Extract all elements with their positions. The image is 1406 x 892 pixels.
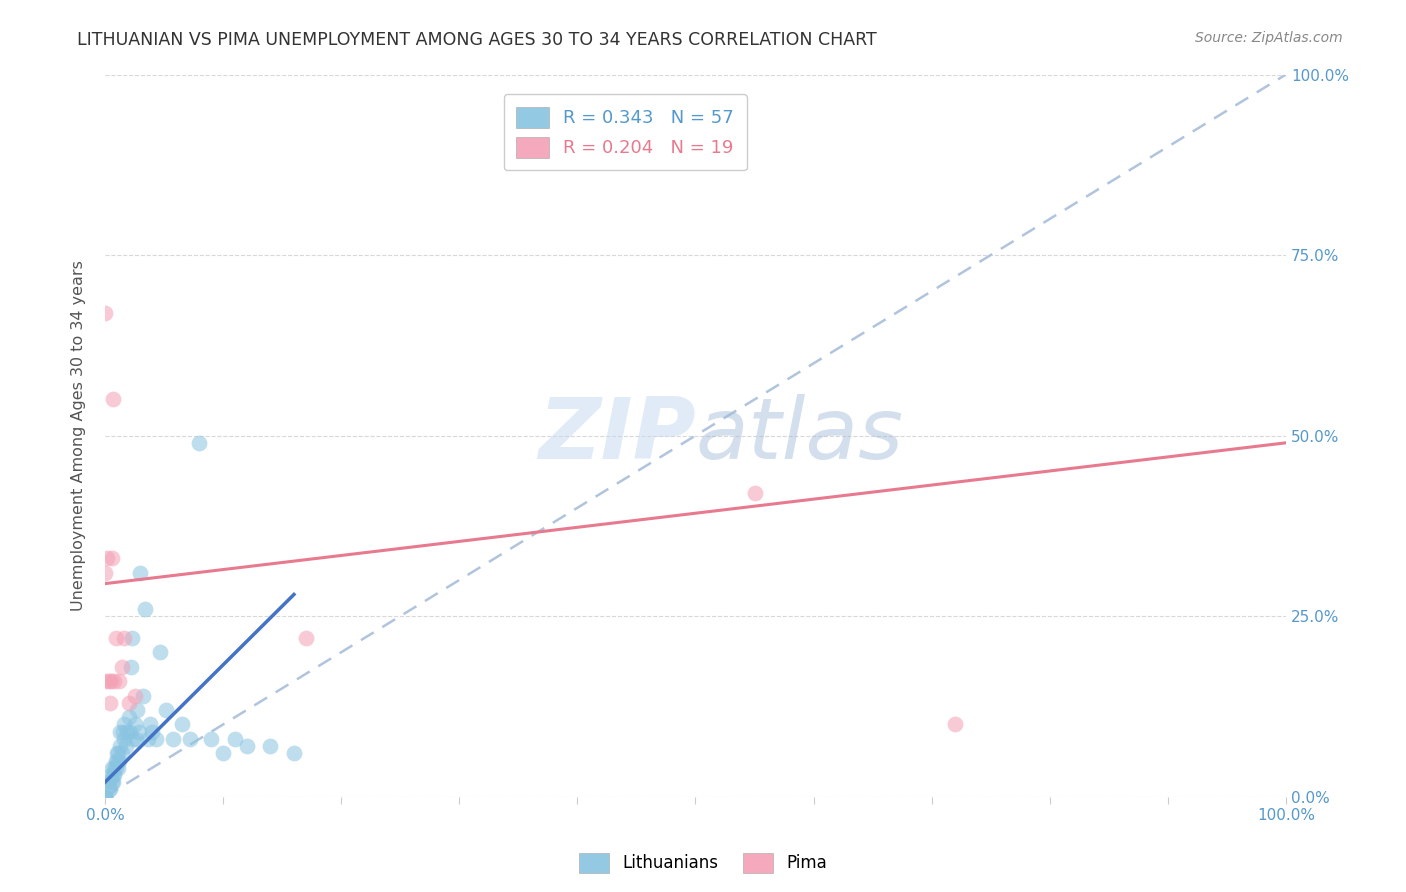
Point: [170, 717, 193, 731]
Point: [101, 551, 124, 566]
Point: [104, 631, 127, 645]
Point: [94, 789, 117, 804]
Point: [108, 674, 131, 689]
Point: [101, 775, 124, 789]
Point: [110, 739, 132, 753]
Point: [943, 717, 966, 731]
Point: [259, 739, 281, 753]
Point: [115, 739, 138, 753]
Point: [136, 731, 159, 746]
Point: [108, 754, 131, 768]
Point: [188, 435, 211, 450]
Point: [103, 768, 125, 782]
Point: [117, 696, 139, 710]
Point: [94, 789, 117, 804]
Point: [141, 724, 163, 739]
Point: [294, 631, 316, 645]
Point: [122, 731, 145, 746]
Point: [101, 761, 124, 775]
Point: [121, 631, 143, 645]
Point: [104, 754, 127, 768]
Point: [112, 631, 135, 645]
Point: [129, 566, 152, 580]
Point: [120, 659, 142, 673]
Point: [235, 739, 257, 753]
Y-axis label: Unemployment Among Ages 30 to 34 years: Unemployment Among Ages 30 to 34 years: [72, 260, 86, 611]
Point: [112, 731, 135, 746]
Point: [134, 602, 156, 616]
Point: [155, 703, 177, 717]
Point: [97, 674, 120, 689]
Point: [149, 645, 172, 659]
Point: [94, 789, 117, 804]
Point: [124, 717, 146, 731]
Point: [94, 789, 117, 804]
Point: [100, 674, 122, 689]
Point: [125, 731, 148, 746]
Point: [110, 747, 132, 761]
Point: [103, 768, 125, 782]
Point: [107, 761, 129, 775]
Point: [103, 775, 125, 789]
Point: [94, 566, 117, 580]
Point: [105, 754, 128, 768]
Point: [98, 696, 121, 710]
Text: ZIP: ZIP: [538, 394, 696, 477]
Point: [283, 747, 305, 761]
Point: [103, 674, 125, 689]
Point: [107, 747, 129, 761]
Point: [112, 717, 135, 731]
Point: [97, 782, 120, 797]
Point: [98, 782, 121, 797]
Point: [94, 674, 117, 689]
Point: [132, 689, 155, 703]
Text: LITHUANIAN VS PIMA UNEMPLOYMENT AMONG AGES 30 TO 34 YEARS CORRELATION CHART: LITHUANIAN VS PIMA UNEMPLOYMENT AMONG AG…: [77, 31, 877, 49]
Point: [105, 747, 128, 761]
Point: [97, 775, 120, 789]
Point: [110, 659, 132, 673]
Point: [139, 717, 162, 731]
Point: [118, 724, 141, 739]
Point: [100, 768, 122, 782]
Point: [162, 731, 184, 746]
Point: [125, 703, 148, 717]
Point: [96, 551, 118, 566]
Point: [110, 724, 132, 739]
Point: [117, 710, 139, 724]
Point: [103, 392, 125, 407]
Point: [117, 724, 139, 739]
Legend: Lithuanians, Pima: Lithuanians, Pima: [572, 847, 834, 880]
Text: Source: ZipAtlas.com: Source: ZipAtlas.com: [1195, 31, 1343, 45]
Point: [212, 747, 235, 761]
Point: [111, 724, 134, 739]
Point: [128, 724, 150, 739]
Point: [224, 731, 246, 746]
Text: atlas: atlas: [696, 394, 904, 477]
Point: [145, 731, 167, 746]
Point: [124, 689, 146, 703]
Point: [179, 731, 201, 746]
Legend: R = 0.343   N = 57, R = 0.204   N = 19: R = 0.343 N = 57, R = 0.204 N = 19: [503, 95, 747, 170]
Point: [200, 731, 222, 746]
Point: [103, 761, 125, 775]
Point: [744, 486, 766, 500]
Point: [94, 306, 117, 320]
Point: [104, 761, 127, 775]
